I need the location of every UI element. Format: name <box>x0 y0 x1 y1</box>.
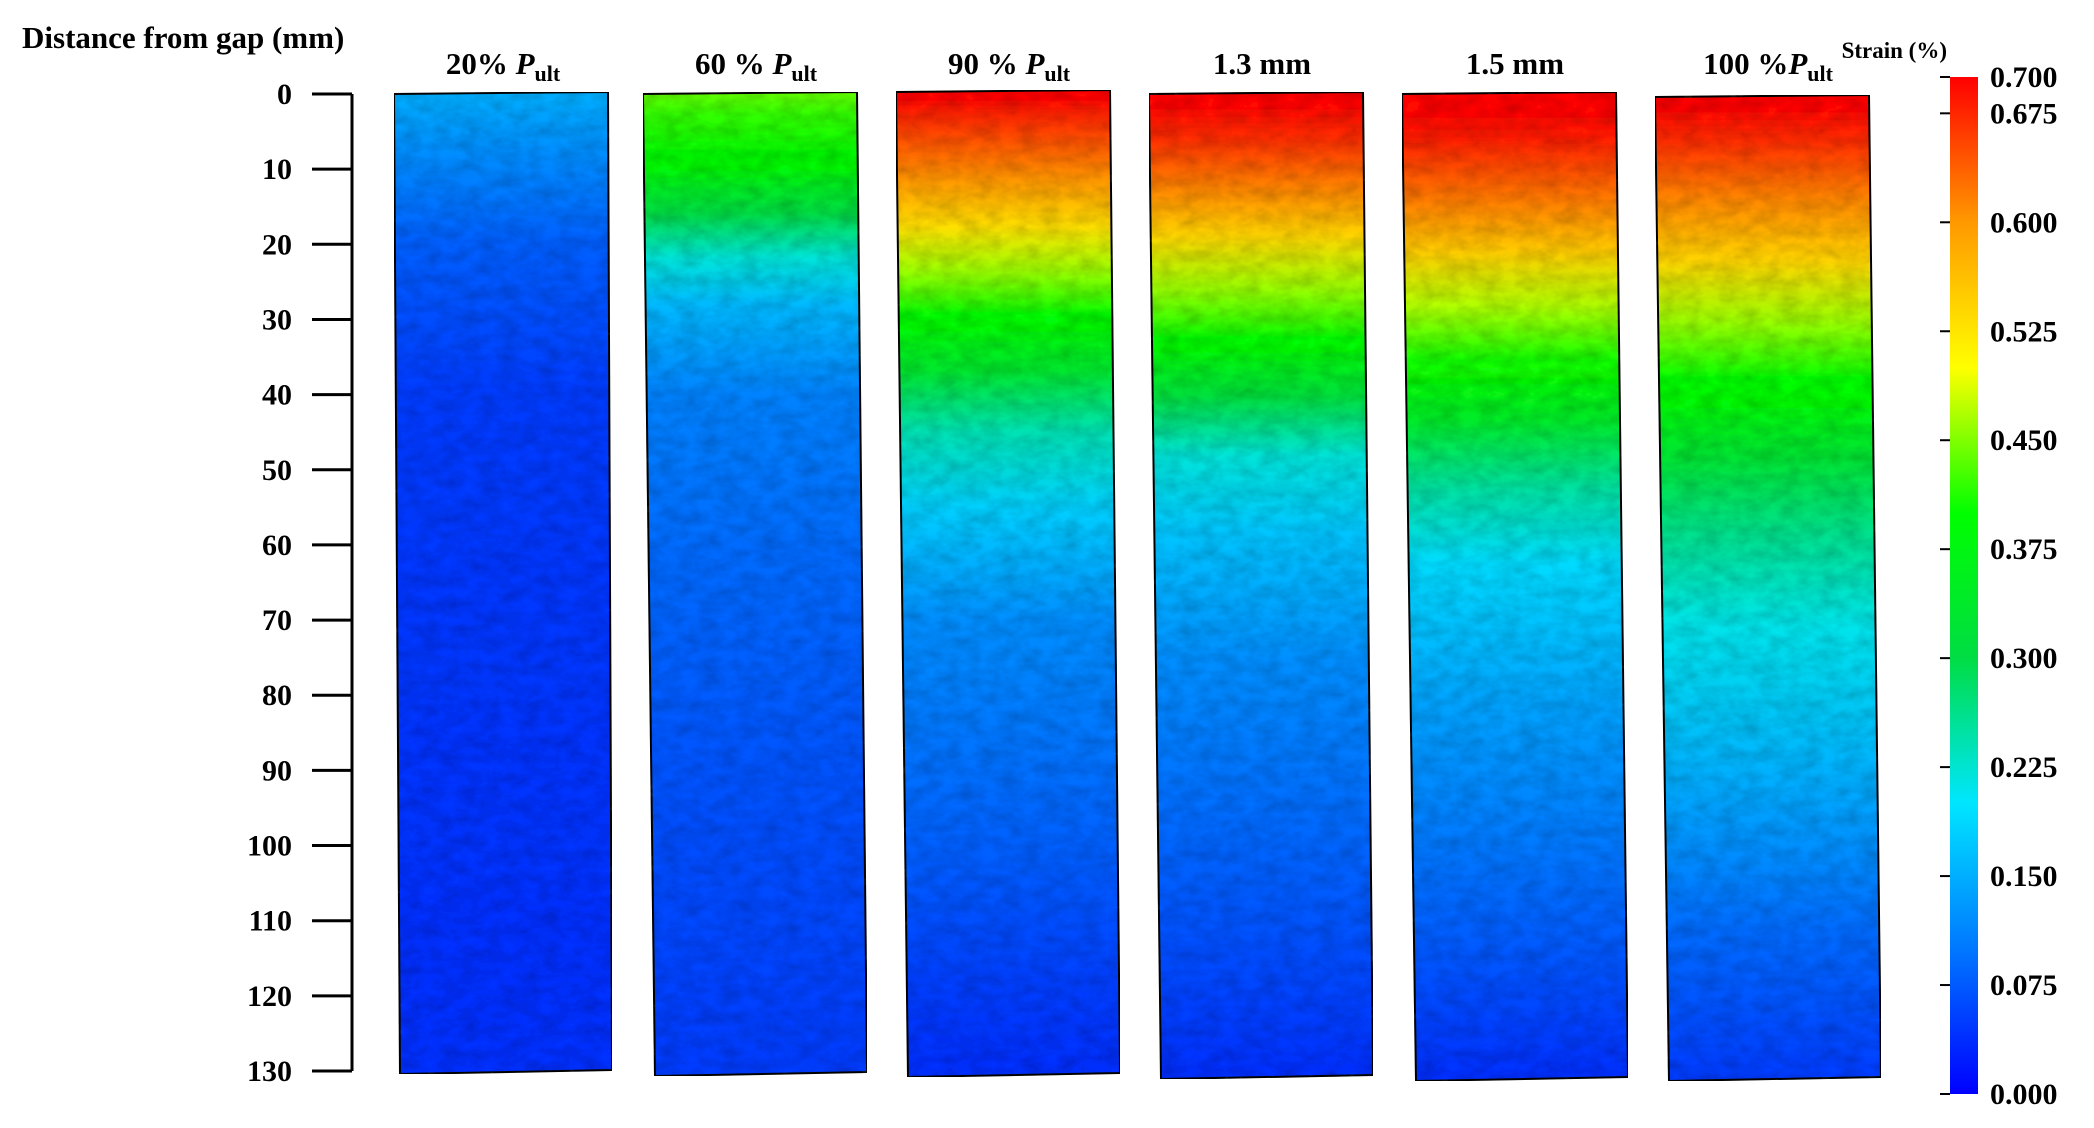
panel-label: 1.5 mm <box>1466 46 1564 81</box>
colorbar-tick-label: 0.375 <box>1990 533 2058 566</box>
panel-label-text: 1.3 mm <box>1213 46 1311 81</box>
strain-field <box>1400 90 1630 1083</box>
panel-label: 1.3 mm <box>1213 46 1311 81</box>
panel-label-text: 20% <box>446 46 516 81</box>
y-tick-label: 90 <box>262 754 292 787</box>
colorbar-tick-label: 0.675 <box>1990 97 2058 130</box>
strain-panel: 20% Pult <box>392 46 614 1076</box>
y-tick-label: 70 <box>262 604 292 637</box>
colorbar-tick-label: 0.700 <box>1990 61 2058 94</box>
colorbar-tick-label: 0.000 <box>1990 1078 2058 1111</box>
colorbar-tick-label: 0.300 <box>1990 642 2058 675</box>
colorbar-tick-label: 0.150 <box>1990 860 2058 893</box>
y-tick-label: 10 <box>262 153 292 186</box>
y-tick-label: 0 <box>277 78 292 111</box>
panel-label-subscript: ult <box>791 61 817 86</box>
strain-panel: 1.3 mm <box>1147 46 1375 1081</box>
colorbar-tick-label: 0.225 <box>1990 751 2058 784</box>
panel-label-symbol: P <box>1787 46 1808 81</box>
panel-label-symbol: P <box>1024 46 1045 81</box>
strain-panels: 20% Pult 60 % Pult 90 % Pult 1.3 mm 1.5 mm 10… <box>392 46 1883 1083</box>
y-axis-title: Distance from gap (mm) <box>22 20 344 55</box>
y-tick-label: 130 <box>247 1055 292 1088</box>
panel-label-subscript: ult <box>1807 61 1833 86</box>
colorbar-title: Strain (%) <box>1842 38 1947 63</box>
panel-label: 90 % Pult <box>948 46 1071 86</box>
strain-field <box>894 88 1122 1079</box>
y-tick-label: 40 <box>262 379 292 412</box>
y-tick-label: 30 <box>262 303 292 336</box>
strain-panel: 90 % Pult <box>894 46 1122 1079</box>
colorbar-tick-label: 0.525 <box>1990 315 2058 348</box>
panel-label-symbol: P <box>771 46 792 81</box>
strain-field <box>1147 90 1375 1081</box>
panel-label-text: 90 % <box>948 46 1026 81</box>
panel-label-text: 60 % <box>695 46 773 81</box>
panel-label: 20% Pult <box>446 46 561 86</box>
strain-field <box>1653 93 1883 1083</box>
strain-panel: 60 % Pult <box>641 46 869 1078</box>
y-tick-label: 50 <box>262 454 292 487</box>
strain-field <box>641 90 869 1078</box>
panel-label-subscript: ult <box>535 61 561 86</box>
panel-label-text: 1.5 mm <box>1466 46 1564 81</box>
colorbar-tick-label: 0.450 <box>1990 424 2058 457</box>
strain-panel: 1.5 mm <box>1400 46 1630 1083</box>
y-axis: 0 10 20 30 40 50 60 70 80 90 100 110 120 130 <box>247 78 354 1088</box>
y-tick-label: 120 <box>247 980 292 1013</box>
y-tick-label: 110 <box>249 905 292 938</box>
colorbar-tick-label: 0.075 <box>1990 969 2058 1002</box>
colorbar-tick-label: 0.600 <box>1990 206 2058 239</box>
y-tick-label: 20 <box>262 228 292 261</box>
panel-label-subscript: ult <box>1044 61 1070 86</box>
panel-label: 60 % Pult <box>695 46 818 86</box>
panel-label-text: 100 % <box>1703 46 1788 81</box>
y-tick-label: 100 <box>247 830 292 863</box>
y-tick-label: 60 <box>262 529 292 562</box>
y-tick-label: 80 <box>262 679 292 712</box>
panel-label: 100 %Pult <box>1703 46 1834 86</box>
strain-panel: 100 %Pult <box>1653 46 1883 1083</box>
colorbar-gradient <box>1950 77 1978 1094</box>
strain-field <box>392 90 614 1076</box>
panel-label-symbol: P <box>515 46 536 81</box>
